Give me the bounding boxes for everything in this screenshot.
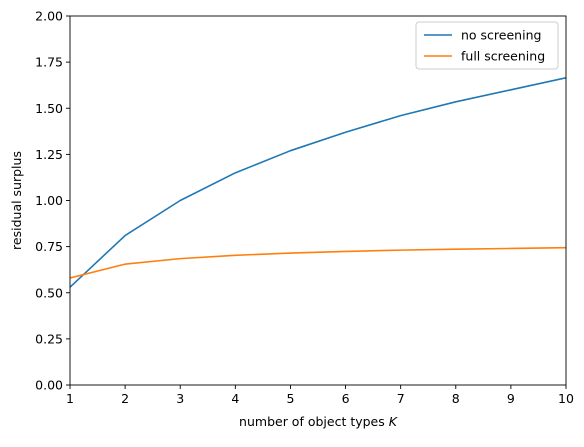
x-tick-label: 10 [558, 391, 574, 406]
y-tick-label: 1.00 [35, 193, 63, 208]
y-tick-label: 0.75 [35, 239, 63, 254]
y-axis-title: residual surplus [9, 151, 24, 250]
y-tick-label: 0.00 [35, 378, 63, 393]
legend-label-2: full screening [461, 49, 545, 64]
x-tick-label: 8 [452, 391, 460, 406]
legend: no screening full screening [415, 21, 559, 70]
axes: 1 2 3 4 5 6 7 8 9 10 0.00 0.25 0.50 0.75 1.00 1.25 1.50 1… [35, 9, 574, 407]
x-axis-title-symbol: K [389, 414, 399, 429]
x-tick-label: 4 [231, 391, 239, 406]
x-axis-title-text: number of object types [239, 414, 389, 429]
x-axis-title: number of object types K [239, 414, 399, 429]
x-tick-label: 3 [176, 391, 184, 406]
x-tick-label: 7 [397, 391, 405, 406]
y-tick-label: 0.50 [35, 285, 63, 300]
x-tick-label: 1 [66, 391, 74, 406]
plot-frame [69, 15, 567, 386]
y-tick-label: 0.25 [35, 331, 63, 346]
x-tick-label: 2 [121, 391, 129, 406]
y-tick-label: 1.50 [35, 101, 63, 116]
x-tick-label: 9 [507, 391, 515, 406]
y-tick-label: 2.00 [35, 9, 63, 24]
y-tick-label: 1.25 [35, 147, 63, 162]
x-tick-label: 5 [286, 391, 294, 406]
y-tick-label: 1.75 [35, 55, 63, 70]
series-line-1 [70, 77, 566, 288]
x-tick-label: 6 [342, 391, 350, 406]
series-line-2 [70, 246, 566, 279]
legend-label-1: no screening [461, 28, 541, 43]
legend-box [415, 21, 559, 70]
plot-area [70, 77, 566, 288]
